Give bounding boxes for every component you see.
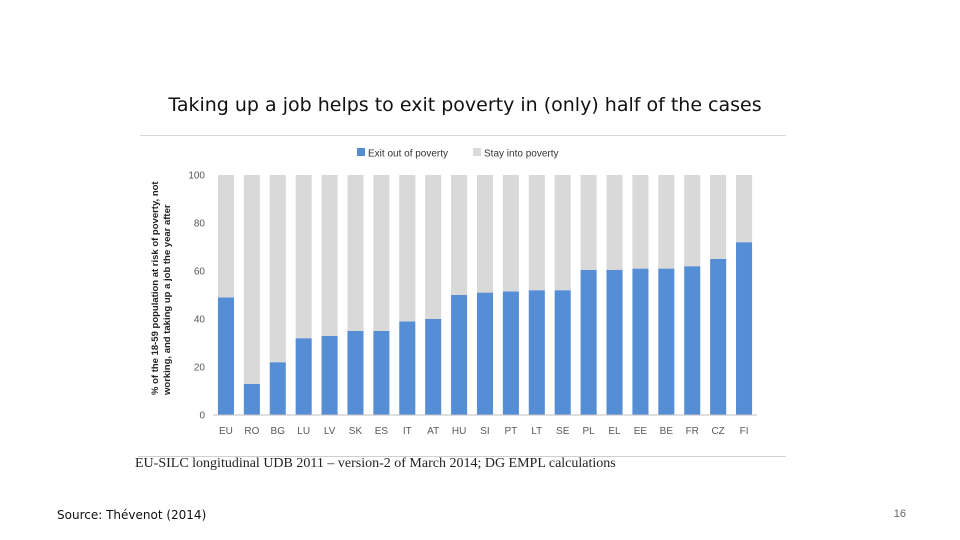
footer-source: Source: Thévenot (2014) [57,508,207,522]
bar-hu-stay [451,175,468,295]
legend-swatch-exit [357,148,365,156]
x-axis: EU RO BG LU LV SK ES IT AT HU SI PT LT SE PL EL EE BE FR CZ… [219,426,748,437]
x-tick-label: PL [583,426,596,437]
bar-it-exit [399,321,416,415]
x-tick-label: EE [634,426,648,437]
bar-es-exit [373,331,390,415]
legend-label-stay: Stay into poverty [484,149,558,160]
x-tick-label: FI [740,426,749,437]
x-tick-label: SI [480,426,489,437]
x-tick-label: AT [427,426,439,437]
legend-label-exit: Exit out of poverty [368,149,448,160]
bar-at-stay [425,175,442,319]
bar-at-exit [425,319,442,415]
y-axis: 0 20 40 60 80 100 [188,171,205,422]
bar-fr-stay [684,175,701,267]
x-tick-label: LT [531,426,542,437]
y-axis-label-line-1: % of the 18-59 population at risk of pov… [150,181,161,395]
x-tick-label: FR [686,426,699,437]
bar-se-stay [554,175,571,291]
x-tick-label: EU [219,426,233,437]
bar-ee-exit [632,268,649,415]
bar-lu-stay [295,175,312,339]
x-tick-label: SK [349,426,363,437]
bar-lv-exit [321,335,338,415]
x-tick-label: IT [403,426,412,437]
y-tick-label: 60 [194,267,206,278]
x-tick-label: SE [556,426,570,437]
chart-legend: Exit out of poverty Stay into poverty [357,148,558,160]
y-tick-label: 20 [194,363,206,374]
bar-sk-exit [347,331,364,415]
bars [217,175,753,415]
bar-lt-stay [528,175,545,291]
bar-ro-stay [243,175,260,384]
bar-pt-stay [502,175,519,292]
bar-es-stay [373,175,390,331]
bar-si-exit [476,292,494,415]
bar-cz-stay [710,175,727,259]
bar-lt-exit [528,290,545,415]
bar-lv-stay [321,175,338,336]
y-tick-label: 100 [188,171,205,182]
bar-fi-exit [736,242,753,415]
figure-bottom-rule [138,456,786,457]
bar-be-exit [658,268,675,415]
y-axis-label-line-2: working, and taking up a job the year af… [162,204,173,396]
x-tick-label: RO [244,426,259,437]
bar-be-stay [658,175,675,269]
legend-swatch-stay [473,148,481,156]
bar-lu-exit [295,338,312,415]
x-tick-label: CZ [711,426,724,437]
bar-bg-stay [269,175,286,363]
bar-si-stay [476,175,494,293]
x-tick-label: BE [660,426,674,437]
bar-eu-exit [217,297,234,415]
x-tick-label: EL [608,426,621,437]
figure-top-rule [140,135,786,136]
slide-title: Taking up a job helps to exit poverty in… [168,94,762,116]
figure-source-note: EU-SILC longitudinal UDB 2011 – version-… [135,456,616,471]
bar-bg-exit [269,362,286,415]
x-tick-label: ES [375,426,389,437]
bar-se-exit [554,290,571,415]
x-tick-label: LU [297,426,310,437]
page-number: 16 [893,508,906,520]
bar-fi-stay [736,175,753,243]
bar-eu-stay [217,175,234,298]
bar-ee-stay [632,175,649,269]
bar-ro-exit [243,383,260,415]
bar-it-stay [399,175,416,322]
stacked-bar-chart: Exit out of poverty Stay into poverty % … [150,148,757,437]
bar-el-stay [606,175,623,270]
y-tick-label: 0 [199,411,205,422]
x-tick-label: HU [452,426,466,437]
bar-hu-exit [451,295,468,415]
x-tick-label: BG [271,426,286,437]
x-tick-label: LV [324,426,336,437]
y-tick-label: 40 [194,315,206,326]
bar-pl-exit [580,269,597,415]
bar-cz-exit [710,259,727,415]
x-tick-label: PT [505,426,518,437]
bar-fr-exit [684,266,701,415]
y-tick-label: 80 [194,219,206,230]
bar-pt-exit [502,291,519,415]
bar-el-exit [606,269,623,415]
bar-sk-stay [347,175,364,331]
y-axis-label: % of the 18-59 population at risk of pov… [150,179,173,396]
bar-pl-stay [580,175,597,270]
